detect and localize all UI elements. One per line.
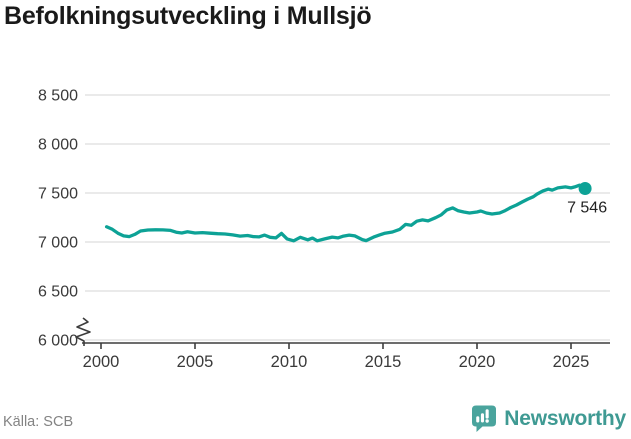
x-tick-label: 2010 xyxy=(271,353,308,371)
x-tick-label: 2020 xyxy=(459,353,496,371)
y-tick-label: 6 000 xyxy=(38,333,78,350)
source-text: Källa: SCB xyxy=(3,414,74,430)
last-value-label: 7 546 xyxy=(567,199,607,216)
y-tick-label: 7 500 xyxy=(38,186,78,203)
newsworthy-wordmark: Newsworthy xyxy=(504,406,626,430)
y-tick-label: 7 000 xyxy=(38,235,78,252)
x-tick-label: 2000 xyxy=(83,353,120,371)
population-line xyxy=(104,183,587,243)
newsworthy-speech-bubble-chart-icon xyxy=(472,405,497,432)
axis-break-icon xyxy=(75,317,91,346)
x-tick-label: 2025 xyxy=(553,353,590,371)
y-tick-label: 8 000 xyxy=(38,137,78,154)
y-tick-label: 6 500 xyxy=(38,284,78,301)
population-line-chart: 6 000 6 500 7 000 7 500 8 000 8 500 2000 2005 20… xyxy=(38,88,610,371)
last-point-marker xyxy=(578,181,592,195)
page-title: Befolkningsutveckling i Mullsjö xyxy=(4,2,372,30)
x-tick-label: 2005 xyxy=(177,353,214,371)
newsworthy-logo[interactable]: Newsworthy xyxy=(470,404,626,433)
x-tick-label: 2015 xyxy=(365,353,402,371)
y-tick-label: 8 500 xyxy=(38,88,78,105)
